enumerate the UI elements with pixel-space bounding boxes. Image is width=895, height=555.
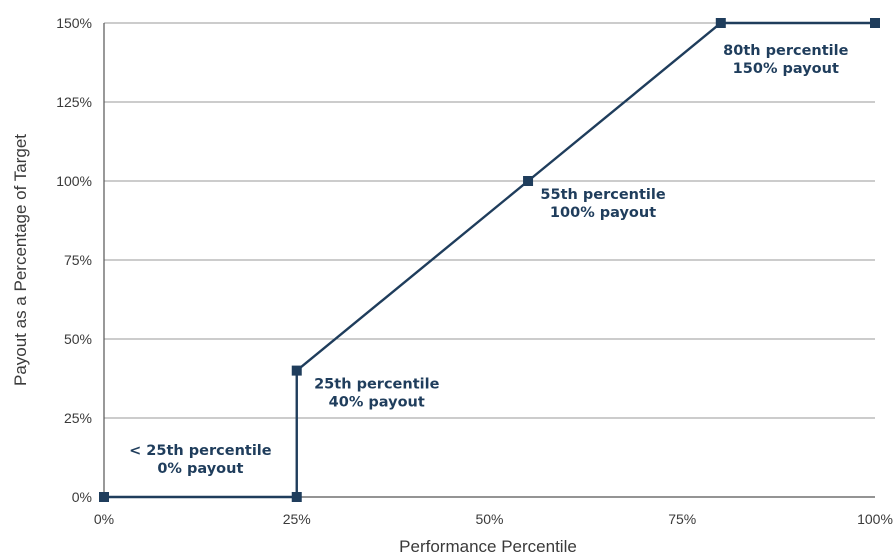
data-point-marker [523,176,534,186]
y-tick-label: 50% [64,331,92,347]
data-point-marker [870,18,880,28]
y-tick-label: 100% [56,173,92,189]
axes: 0% 25% 50% 75% 100% 125% 150% 0% 25% 50% 75% 100% [56,15,893,527]
y-tick-label: 150% [56,15,92,31]
x-tick-label: 100% [857,511,893,527]
series-line [104,21,875,499]
x-tick-label: 75% [668,511,696,527]
y-tick-label: 75% [64,252,92,268]
data-point-marker [715,18,726,28]
annotation-line-2: 150% payout [733,61,839,77]
x-tick-label: 0% [94,511,114,527]
annotation-line-2: 0% payout [157,461,243,477]
annotations: < 25th percentile 0% payout 25th percentil… [129,43,848,477]
x-axis-title: Performance Percentile [399,537,577,555]
gridlines [104,22,875,498]
x-tick-label: 50% [475,511,503,527]
annotation-line-1: < 25th percentile [129,443,272,459]
y-axis-title: Payout as a Percentage of Target [11,134,30,386]
data-point-marker [99,492,109,502]
annotation-line-2: 40% payout [329,395,425,411]
annotation-line-2: 100% payout [550,205,656,221]
y-tick-label: 0% [72,489,92,505]
x-tick-label: 25% [283,511,311,527]
annotation-line-1: 25th percentile [314,377,439,393]
annotation-line-1: 80th percentile [723,43,848,59]
y-tick-label: 25% [64,410,92,426]
payout-series [99,18,880,502]
data-point-marker [291,365,302,376]
data-point-marker [291,492,302,502]
annotation-line-1: 55th percentile [540,187,665,203]
y-tick-label: 125% [56,94,92,110]
